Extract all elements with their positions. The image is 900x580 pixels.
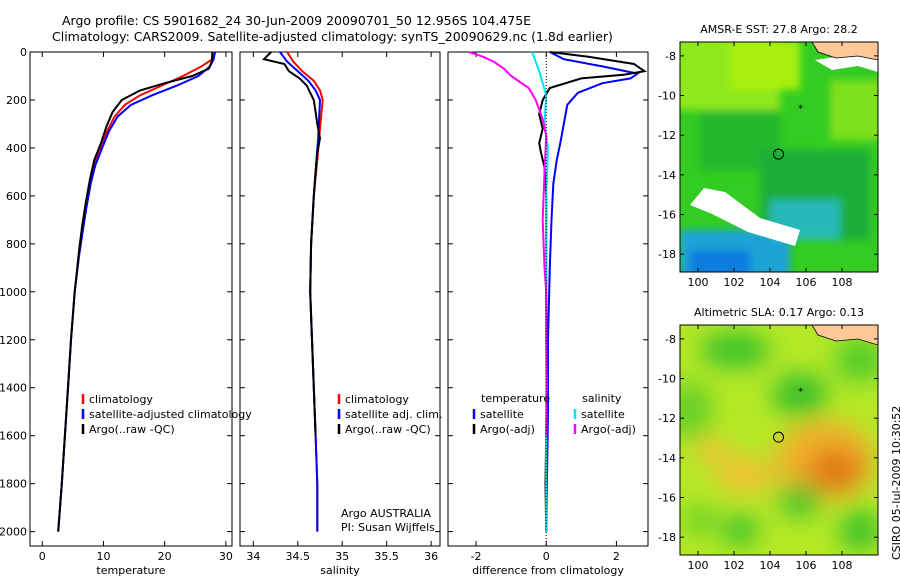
figure-title-line1: Argo profile: CS 5901682_24 30-Jun-2009 …	[62, 13, 532, 28]
sst-xtick-label: 104	[760, 276, 781, 289]
salinity-series-line	[262, 51, 322, 436]
temperature-ytick-label: 1000	[0, 286, 27, 299]
sst-ytick-label: -10	[658, 90, 676, 103]
difference-xtick-label: 2	[613, 550, 620, 563]
sst-ytick-label: -14	[658, 169, 676, 182]
sla-ytick-label: -10	[658, 373, 676, 386]
difference-xtick-label: 0	[543, 550, 550, 563]
sst-ytick-label: -16	[658, 209, 676, 222]
difference-series-line	[468, 51, 548, 436]
sst-map-frame	[679, 41, 879, 273]
sst-ytick-label: -8	[665, 50, 676, 63]
salinity-annotation-line2: PI: Susan Wijffels	[341, 521, 435, 534]
sla-ytick-label: -18	[658, 531, 676, 544]
figure-title-line2: Climatology: CARS2009. Satellite-adjuste…	[52, 29, 613, 44]
temperature-series-line	[57, 51, 216, 532]
temperature-ytick-label: 1600	[0, 430, 27, 443]
difference-series-line	[538, 51, 648, 532]
temperature-series-line	[57, 51, 214, 532]
temperature-ytick-label: 1800	[0, 478, 27, 491]
temperature-xtick-label: 10	[96, 550, 110, 563]
difference-salinity-legend-label: satellite	[581, 408, 625, 421]
temperature-legend-label: Argo(..raw -QC)	[89, 423, 175, 436]
sst-xtick-label: 102	[724, 276, 745, 289]
salinity-legend-label: climatology	[345, 393, 409, 406]
salinity-axes-frame	[239, 51, 441, 547]
sst-location-star: *	[798, 103, 803, 114]
sla-xtick-label: 106	[796, 559, 817, 572]
difference-series-line	[545, 51, 641, 532]
temperature-ytick-label: 0	[20, 46, 27, 59]
temperature-ytick-label: 200	[6, 94, 27, 107]
difference-axes-frame	[447, 51, 649, 547]
sst-ytick-label: -18	[658, 248, 676, 261]
sla-ytick-label: -14	[658, 452, 676, 465]
temperature-series-line	[57, 51, 217, 532]
sla-xtick-label: 108	[832, 559, 853, 572]
temperature-ytick-label: 1400	[0, 382, 27, 395]
sla-map-field	[680, 325, 878, 555]
salinity-legend-label: Argo(..raw -QC)	[345, 423, 431, 436]
temperature-ytick-label: 600	[6, 190, 27, 203]
difference-legend-salinity-title: salinity	[582, 392, 622, 405]
salinity-annotation-line1: Argo AUSTRALIA	[341, 507, 431, 520]
temperature-ytick-label: 2000	[0, 526, 27, 539]
sla-ytick-label: -12	[658, 412, 676, 425]
sla-location-star: *	[798, 386, 803, 397]
charts-layer: 0 10 20 30020040060080010001200140016001800…	[0, 23, 879, 577]
salinity-xtick-label: 35.5	[374, 550, 399, 563]
sst-argo-position-marker	[773, 148, 785, 160]
temperature-legend-label: satellite-adjusted climatology	[89, 408, 252, 421]
difference-temperature-legend-label: Argo(-adj)	[480, 423, 535, 436]
sla-argo-position-marker	[773, 431, 785, 443]
sla-xtick-label: 104	[760, 559, 781, 572]
temperature-legend-label: climatology	[89, 393, 153, 406]
sla-ytick-label: -8	[665, 333, 676, 346]
sst-map-field	[680, 42, 878, 272]
temperature-xlabel: temperature	[96, 564, 165, 577]
difference-xlabel: difference from climatology	[472, 564, 624, 577]
temperature-xtick-label: 0	[39, 550, 46, 563]
salinity-series-line	[279, 51, 322, 532]
salinity-xtick-label: 34	[246, 550, 260, 563]
salinity-legend-label: satellite adj. clim.	[345, 408, 442, 421]
sst-map-title: AMSR-E SST: 27.8 Argo: 28.2	[700, 23, 858, 36]
sla-xtick-label: 102	[724, 559, 745, 572]
sst-xtick-label: 108	[832, 276, 853, 289]
difference-salinity-legend-label: Argo(-adj)	[581, 423, 636, 436]
salinity-xtick-label: 35	[335, 550, 349, 563]
salinity-xtick-label: 36	[424, 550, 438, 563]
sla-map-title: Altimetric SLA: 0.17 Argo: 0.13	[694, 306, 864, 319]
temperature-xtick-label: 20	[158, 550, 172, 563]
salinity-xtick-label: 34.5	[286, 550, 311, 563]
temperature-ytick-label: 400	[6, 142, 27, 155]
temperature-ytick-label: 1200	[0, 334, 27, 347]
temperature-axes-frame	[29, 51, 233, 547]
sla-map-frame	[679, 324, 879, 556]
sst-xtick-label: 100	[688, 276, 709, 289]
sla-xtick-label: 100	[688, 559, 709, 572]
salinity-xlabel: salinity	[320, 564, 360, 577]
difference-xtick-label: -2	[471, 550, 482, 563]
temperature-ytick-label: 800	[6, 238, 27, 251]
sst-ytick-label: -12	[658, 129, 676, 142]
sst-xtick-label: 106	[796, 276, 817, 289]
difference-legend-temperature-title: temperature	[481, 392, 550, 405]
temperature-xtick-label: 30	[219, 550, 233, 563]
difference-temperature-legend-label: satellite	[480, 408, 524, 421]
sla-ytick-label: -16	[658, 492, 676, 505]
